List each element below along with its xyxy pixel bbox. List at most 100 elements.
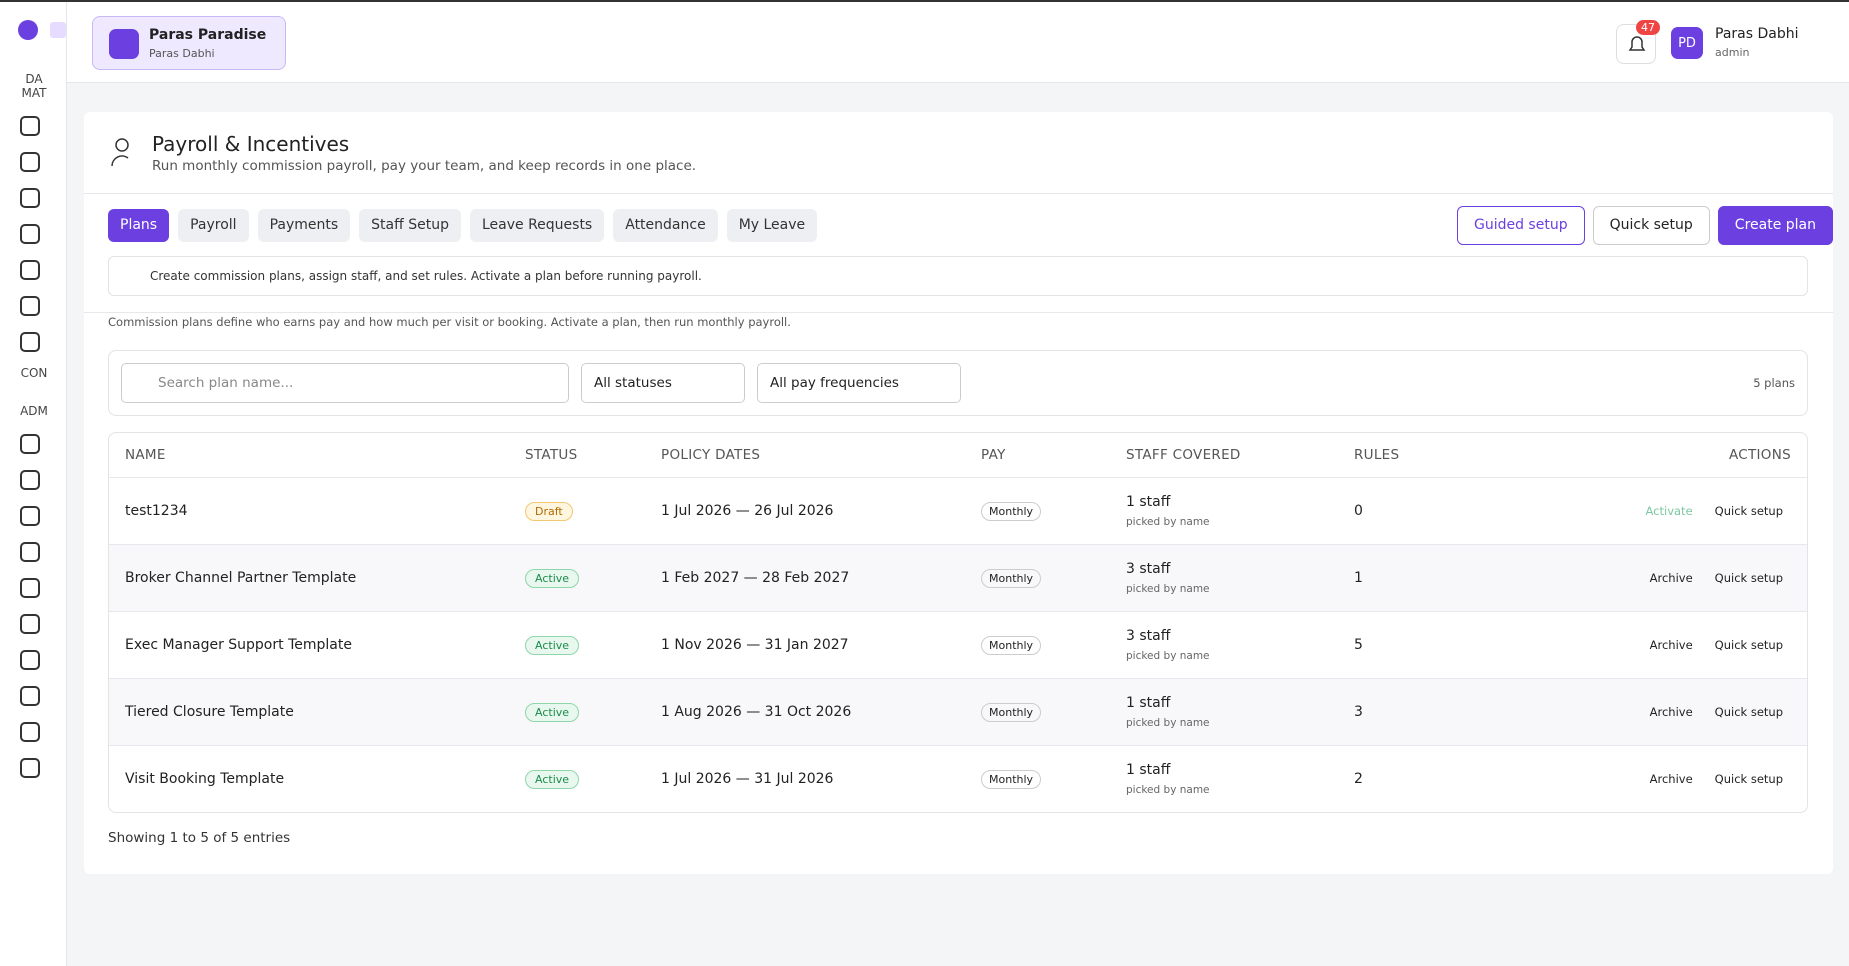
divider [84, 312, 1833, 313]
guided-setup[interactable]: Guided setup [1456, 206, 1585, 245]
column-header: POLICY DATES [661, 447, 761, 463]
status-badge: Active [525, 769, 580, 789]
plan-count: 5 plans [1753, 376, 1795, 390]
sidebar: DA MAT CON ADM [0, 2, 67, 966]
column-header: STATUS [525, 447, 578, 463]
action-button[interactable]: Quick setup [1714, 638, 1783, 652]
action-button[interactable]: Archive [1649, 772, 1693, 786]
actions-cell: Archive Quick setup [1514, 571, 1807, 585]
staff-note: picked by name [1126, 784, 1210, 796]
column-header: STAFF COVERED [1126, 447, 1241, 463]
status-filter[interactable]: All statuses [581, 363, 745, 403]
column-header: PAY [981, 447, 1006, 463]
notification-count: 47 [1636, 20, 1660, 35]
plan-name: Exec Manager Support Template [125, 637, 352, 653]
page-title: Payroll & Incentives [152, 132, 350, 156]
action-button[interactable]: Archive [1649, 638, 1693, 652]
status-cell: Active [525, 702, 661, 722]
divider [84, 193, 1833, 194]
staff-count: 3 staff [1126, 628, 1171, 644]
pay-badge: Monthly [981, 703, 1042, 722]
actions-cell: Archive Quick setup [1514, 772, 1807, 786]
page-icon [111, 138, 129, 167]
tab[interactable]: Leave Requests [469, 209, 605, 242]
tab[interactable]: Plans [108, 209, 170, 242]
pay-cell: Monthly [981, 703, 1126, 722]
nav-icon[interactable] [20, 260, 40, 280]
rules-count: 3 [1354, 704, 1363, 720]
section-label: MAT [21, 86, 47, 100]
action-button[interactable]: Quick setup [1714, 504, 1783, 518]
pay-badge: Monthly [981, 636, 1042, 655]
action-button[interactable]: Archive [1649, 571, 1693, 585]
staff-cell: 1 staff picked by name [1126, 695, 1354, 729]
table-row: test1234 Draft 1 Jul 2026 — 26 Jul 2026 Mon… [109, 477, 1807, 544]
pay-badge: Monthly [981, 502, 1042, 521]
action-button[interactable]: Archive [1649, 705, 1693, 719]
nav-icon[interactable] [20, 758, 40, 778]
tabs: Plans Payroll Payments Staff Setup Leave Req… [108, 209, 818, 242]
rules-count: 1 [1354, 570, 1363, 586]
nav-icon[interactable] [20, 686, 40, 706]
tab[interactable]: Attendance [613, 209, 718, 242]
nav-icon[interactable] [20, 578, 40, 598]
content: Payroll & Incentives Run monthly commiss… [84, 112, 1833, 874]
nav-icon[interactable] [20, 332, 40, 352]
nav-icon[interactable] [20, 650, 40, 670]
create-plan[interactable]: Create plan [1717, 206, 1833, 245]
policy-dates: 1 Jul 2026 — 31 Jul 2026 [661, 771, 834, 787]
column-header: NAME [125, 447, 166, 463]
nav-icon[interactable] [20, 116, 40, 136]
staff-cell: 3 staff picked by name [1126, 628, 1354, 662]
user-name: Paras Dabhi [1715, 26, 1799, 42]
topbar: Paras Paradise Paras Dabhi 47 PD Paras D… [67, 2, 1849, 83]
rules-count: 0 [1354, 503, 1363, 519]
table-row: Visit Booking Template Active 1 Jul 2026 —… [109, 745, 1807, 812]
frequency-filter[interactable]: All pay frequencies [757, 363, 961, 403]
quick-setup[interactable]: Quick setup [1592, 206, 1710, 245]
tab[interactable]: Payroll [178, 209, 249, 242]
action-button[interactable]: Quick setup [1714, 705, 1783, 719]
status-cell: Draft [525, 501, 661, 521]
org-switcher[interactable]: Paras Paradise Paras Dabhi [92, 16, 286, 70]
nav-icon[interactable] [20, 296, 40, 316]
tab[interactable]: My Leave [726, 209, 818, 242]
policy-dates: 1 Nov 2026 — 31 Jan 2027 [661, 637, 849, 653]
actions: Guided setup Quick setup Create plan [1456, 206, 1833, 245]
search-input[interactable]: Search plan name... [121, 363, 569, 403]
user-role: admin [1715, 46, 1750, 59]
nav-icon[interactable] [20, 506, 40, 526]
tab[interactable]: Payments [257, 209, 351, 242]
action-button[interactable]: Activate [1645, 504, 1693, 518]
nav-icon[interactable] [20, 434, 40, 454]
action-button[interactable]: Quick setup [1714, 772, 1783, 786]
tab[interactable]: Staff Setup [359, 209, 461, 242]
actions-cell: Archive Quick setup [1514, 638, 1807, 652]
staff-count: 1 staff [1126, 695, 1171, 711]
plan-name: Visit Booking Template [125, 771, 285, 787]
status-cell: Active [525, 635, 661, 655]
nav-icon[interactable] [20, 470, 40, 490]
pay-cell: Monthly [981, 569, 1126, 588]
rules-count: 5 [1354, 637, 1363, 653]
nav-icon[interactable] [20, 224, 40, 244]
org-owner: Paras Dabhi [149, 47, 215, 60]
actions-cell: Archive Quick setup [1514, 705, 1807, 719]
tip-banner[interactable]: Create commission plans, assign staff, a… [108, 256, 1808, 296]
action-button[interactable]: Quick setup [1714, 571, 1783, 585]
plan-name: Tiered Closure Template [125, 704, 294, 720]
staff-note: picked by name [1126, 583, 1210, 595]
pay-badge: Monthly [981, 770, 1042, 789]
staff-note: picked by name [1126, 516, 1210, 528]
nav-icon[interactable] [20, 542, 40, 562]
avatar[interactable]: PD [1671, 27, 1703, 59]
status-badge: Active [525, 635, 580, 655]
status-badge: Active [525, 568, 580, 588]
nav-icon[interactable] [20, 188, 40, 208]
staff-count: 1 staff [1126, 494, 1171, 510]
nav-icon[interactable] [20, 152, 40, 172]
nav-icon[interactable] [20, 722, 40, 742]
nav-icon[interactable] [20, 614, 40, 634]
